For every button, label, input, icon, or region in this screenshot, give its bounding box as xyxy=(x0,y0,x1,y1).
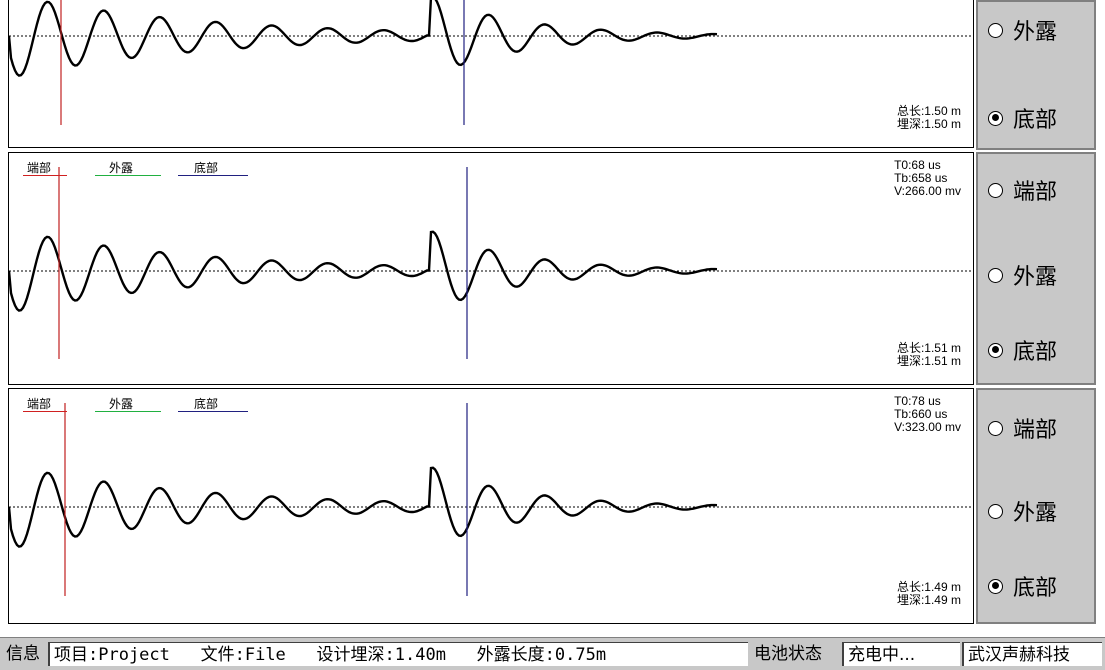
signal-info-2: T0:68 us Tb:658 us V:266.00 mv xyxy=(894,159,961,198)
radio-label: 底部 xyxy=(1013,340,1058,365)
v-value: V:266.00 mv xyxy=(894,184,961,198)
legend-line-start xyxy=(23,175,67,176)
radio-selected-icon[interactable] xyxy=(988,342,1003,358)
burial-depth-2: 埋深:1.51 m xyxy=(896,354,961,368)
radio-exposed-2[interactable]: 外露 xyxy=(988,259,1057,291)
file-name: 文件:File xyxy=(200,645,286,665)
burial-depth-1: 埋深:1.50 m xyxy=(896,117,961,131)
length-info-3: 总长:1.49 m 埋深:1.49 m xyxy=(897,581,961,607)
legend-label-exposed: 外露 xyxy=(109,161,134,175)
legend-exposed: 外露 xyxy=(95,395,161,412)
waveform-trace xyxy=(9,466,718,548)
legend-line-bottom xyxy=(178,411,248,412)
radio-start-3[interactable]: 端部 xyxy=(988,412,1057,444)
radio-circle-icon[interactable] xyxy=(988,267,1003,283)
radio-bottom-2[interactable]: 底部 xyxy=(988,334,1057,366)
radio-circle-icon[interactable] xyxy=(988,182,1003,198)
tb-value: Tb:658 us xyxy=(894,171,948,185)
radio-exposed-3[interactable]: 外露 xyxy=(988,495,1057,527)
tb-value: Tb:660 us xyxy=(894,407,948,421)
side-panel-2: 端部 外露 底部 xyxy=(976,152,1096,385)
total-length-2: 总长:1.51 m xyxy=(896,341,961,355)
waveform-panel-3: 端部 外露 底部 T0:78 us Tb:660 us V:323.00 mv … xyxy=(8,388,974,624)
company-name: 武汉声赫科技 xyxy=(962,642,1102,666)
radio-circle-icon[interactable] xyxy=(988,503,1003,519)
radio-label: 外露 xyxy=(1013,265,1058,290)
t0-value: T0:78 us xyxy=(894,394,941,408)
radio-circle-icon[interactable] xyxy=(988,22,1003,38)
radio-label: 端部 xyxy=(1013,180,1058,205)
waveform-plot-3 xyxy=(9,403,973,596)
radio-selected-icon[interactable] xyxy=(988,578,1003,594)
side-panel-3: 端部 外露 底部 xyxy=(976,388,1096,624)
radio-bottom-1[interactable]: 底部 xyxy=(988,102,1057,134)
radio-circle-icon[interactable] xyxy=(988,420,1003,436)
project-name: 项目:Project xyxy=(54,645,170,665)
design-depth: 设计埋深:1.40m xyxy=(316,645,446,665)
battery-status: 充电中... xyxy=(842,642,960,666)
waveform-trace xyxy=(9,0,718,77)
total-length-3: 总长:1.49 m xyxy=(896,580,961,594)
legend-label-start: 端部 xyxy=(27,161,52,175)
waveform-panel-1: 总长:1.50 m 埋深:1.50 m xyxy=(8,0,974,148)
burial-depth-3: 埋深:1.49 m xyxy=(896,593,961,607)
radio-exposed-1[interactable]: 外露 xyxy=(988,14,1057,46)
radio-bottom-3[interactable]: 底部 xyxy=(988,570,1057,602)
length-info-2: 总长:1.51 m 埋深:1.51 m xyxy=(897,342,961,368)
waveform-plot-2 xyxy=(9,167,973,359)
legend-line-exposed xyxy=(95,175,161,176)
t0-value: T0:68 us xyxy=(894,158,941,172)
v-value: V:323.00 mv xyxy=(894,420,961,434)
waveform-trace xyxy=(9,230,718,312)
project-info-field: 项目:Project 文件:File 设计埋深:1.40m 外露长度:0.75m xyxy=(48,642,748,666)
info-label: 信息 xyxy=(6,644,40,664)
legend-bottom: 底部 xyxy=(178,395,248,412)
status-bar: 信息 项目:Project 文件:File 设计埋深:1.40m 外露长度:0.… xyxy=(0,637,1105,670)
radio-label: 外露 xyxy=(1013,501,1058,526)
legend-label-exposed: 外露 xyxy=(109,397,134,411)
signal-info-3: T0:78 us Tb:660 us V:323.00 mv xyxy=(894,395,961,434)
legend-label-start: 端部 xyxy=(27,397,52,411)
legend-line-exposed xyxy=(95,411,161,412)
radio-label: 底部 xyxy=(1013,108,1058,133)
radio-start-2[interactable]: 端部 xyxy=(988,174,1057,206)
exposed-length: 外露长度:0.75m xyxy=(476,645,607,665)
legend-line-bottom xyxy=(178,175,248,176)
waveform-panel-2: 端部 外露 底部 T0:68 us Tb:658 us V:266.00 mv … xyxy=(8,152,974,385)
legend-start: 端部 xyxy=(23,395,67,412)
legend-start: 端部 xyxy=(23,159,67,176)
legend-bottom: 底部 xyxy=(178,159,248,176)
radio-label: 底部 xyxy=(1013,576,1058,601)
radio-selected-icon[interactable] xyxy=(988,110,1003,126)
radio-label: 端部 xyxy=(1013,418,1058,443)
side-panel-1: 外露 底部 xyxy=(976,0,1096,150)
waveform-plot-1 xyxy=(9,0,973,125)
battery-label: 电池状态 xyxy=(754,644,822,664)
legend-exposed: 外露 xyxy=(95,159,161,176)
length-info-1: 总长:1.50 m 埋深:1.50 m xyxy=(897,105,961,131)
total-length-1: 总长:1.50 m xyxy=(896,104,961,118)
legend-label-bottom: 底部 xyxy=(194,161,219,175)
legend-line-start xyxy=(23,411,67,412)
legend-label-bottom: 底部 xyxy=(194,397,219,411)
radio-label: 外露 xyxy=(1013,20,1058,45)
